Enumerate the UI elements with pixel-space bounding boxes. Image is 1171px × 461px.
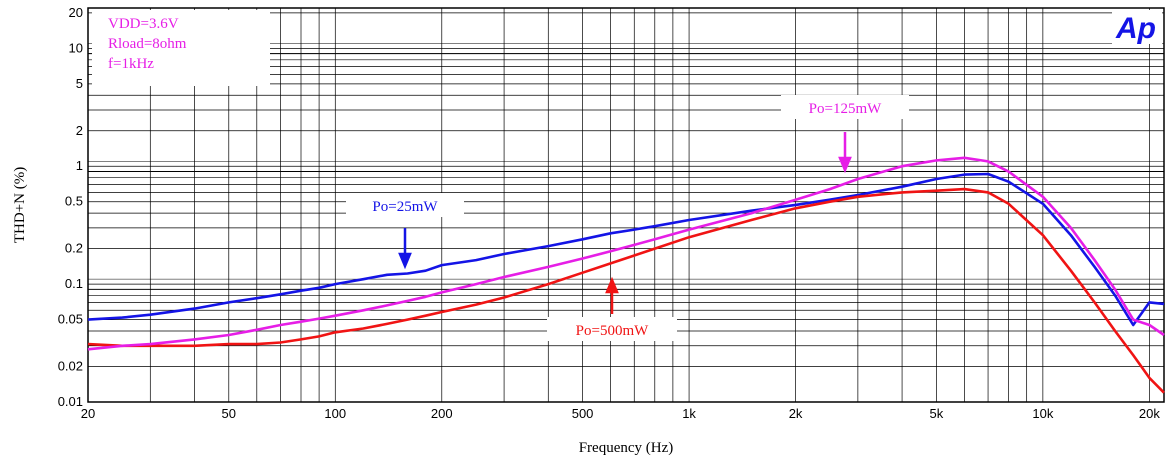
- x-tick-label: 10k: [1032, 406, 1053, 421]
- callout-po-125mw: Po=125mW: [781, 95, 909, 174]
- y-tick-label: 10: [69, 40, 83, 55]
- y-tick-label: 0.5: [65, 194, 83, 209]
- x-tick-label: 20k: [1139, 406, 1160, 421]
- y-tick-label: 0.1: [65, 276, 83, 291]
- callout-po-500mw: Po=500mW: [547, 276, 677, 341]
- y-tick-label: 0.01: [58, 394, 83, 409]
- callouts: Po=25mW Po=125mW Po=500mW: [346, 95, 909, 341]
- x-tick-label: 200: [431, 406, 453, 421]
- condition-freq: f=1kHz: [108, 56, 154, 72]
- y-tick-label: 2: [76, 123, 83, 138]
- callout-po-25mw-label: Po=25mW: [372, 199, 438, 215]
- y-tick-label: 0.02: [58, 359, 83, 374]
- x-tick-label: 50: [222, 406, 236, 421]
- x-tick-label: 100: [324, 406, 346, 421]
- series-line-po-125mw: [87, 156, 1165, 351]
- y-tick-label: 1: [76, 158, 83, 173]
- ap-logo: Ap: [1112, 10, 1162, 45]
- x-tick-label: 5k: [929, 406, 943, 421]
- y-tick-label: 0.2: [65, 241, 83, 256]
- ap-logo-text: Ap: [1115, 12, 1156, 45]
- y-tick-label: 20: [69, 5, 83, 20]
- callout-po-500mw-arrow: [605, 276, 619, 314]
- callout-po-125mw-arrow: [838, 132, 852, 174]
- series-line-po-25mw: [87, 172, 1165, 327]
- x-tick-labels: 20 50 100 200 500 1k 2k 5k 10k 20k: [81, 406, 1161, 421]
- y-tick-label: 5: [76, 76, 83, 91]
- callout-po-125mw-label: Po=125mW: [809, 101, 882, 117]
- conditions-box: VDD=3.6V Rload=8ohm f=1kHz: [92, 10, 270, 86]
- callout-po-500mw-label: Po=500mW: [576, 323, 649, 339]
- y-axis-label: THD+N (%): [12, 167, 28, 243]
- series-line-po-500mw: [87, 187, 1165, 394]
- condition-vdd: VDD=3.6V: [108, 16, 179, 32]
- x-tick-label: 2k: [789, 406, 803, 421]
- plot-frame: [87, 7, 1165, 403]
- callout-po-25mw: Po=25mW: [346, 193, 464, 270]
- callout-po-25mw-arrow: [398, 228, 412, 270]
- x-tick-label: 1k: [682, 406, 696, 421]
- y-tick-labels: 0.01 0.02 0.05 0.1 0.2 0.5 1 2 5 10 20: [58, 5, 83, 409]
- series-group: [87, 156, 1165, 394]
- x-axis-label: Frequency (Hz): [579, 440, 674, 456]
- x-tick-label: 500: [572, 406, 594, 421]
- x-tick-label: 20: [81, 406, 95, 421]
- y-tick-label: 0.05: [58, 312, 83, 327]
- condition-rload: Rload=8ohm: [108, 36, 187, 52]
